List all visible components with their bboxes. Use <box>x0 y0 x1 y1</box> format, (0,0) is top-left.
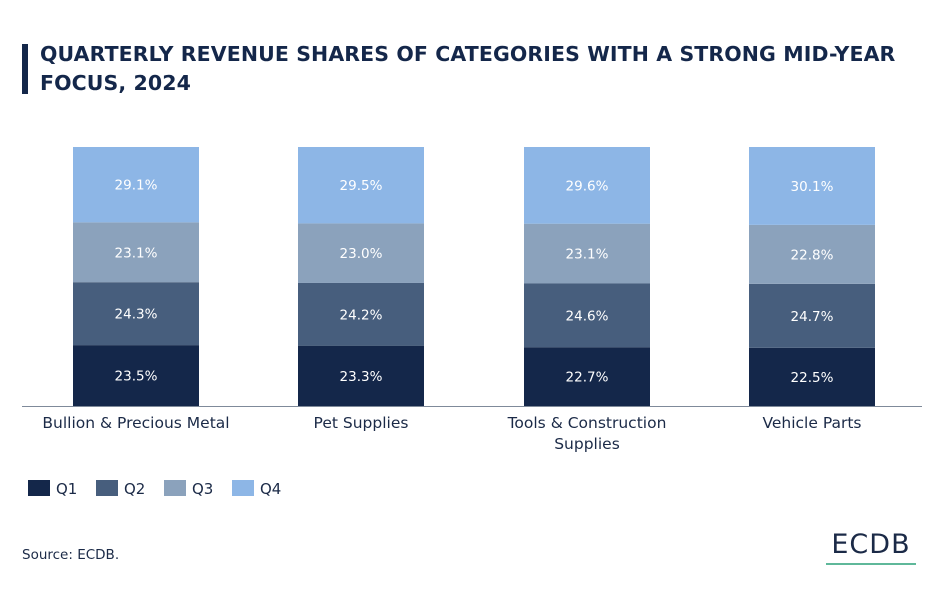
category-label-3: Tools & Construction Supplies <box>507 414 667 453</box>
category-label-2: Pet Supplies <box>314 414 409 432</box>
bar-segment-q2-2 <box>298 282 424 346</box>
data-label-q3-3: 23.1% <box>566 247 609 263</box>
chart-title: QUARTERLY REVENUE SHARES OF CATEGORIES W… <box>40 42 896 95</box>
data-label-q1-2: 23.3% <box>340 369 383 385</box>
legend-swatch-q1 <box>28 480 50 496</box>
data-label-q4-4: 30.1% <box>791 179 834 195</box>
title-accent-bar <box>22 44 28 94</box>
bar-segment-q1-1 <box>73 345 199 406</box>
bar-segment-q4-1 <box>73 147 199 223</box>
bar-segment-q4-3 <box>524 147 650 224</box>
data-label-q1-3: 22.7% <box>566 370 609 386</box>
ecdb-logo: ECDB <box>826 530 916 566</box>
bar-segment-q2-3 <box>524 283 650 348</box>
data-label-q1-4: 22.5% <box>791 370 834 386</box>
source-note: Source: ECDB. <box>22 547 120 563</box>
data-label-q3-1: 23.1% <box>115 245 158 261</box>
category-label-4: Vehicle Parts <box>762 414 861 432</box>
data-label-q3-4: 22.8% <box>791 247 834 263</box>
data-label-q2-1: 24.3% <box>115 307 158 323</box>
legend-label-q3: Q3 <box>192 480 213 498</box>
legend-label-q2: Q2 <box>124 480 145 498</box>
bar-segment-q4-4 <box>749 147 875 225</box>
logo-underline <box>826 563 916 565</box>
bar-segment-q3-3 <box>524 223 650 284</box>
data-label-q4-2: 29.5% <box>340 178 383 194</box>
data-label-q3-2: 23.0% <box>340 246 383 262</box>
data-label-q2-3: 24.6% <box>566 308 609 324</box>
legend-label-q1: Q1 <box>56 480 77 498</box>
data-label-q4-3: 29.6% <box>566 178 609 194</box>
legend-swatch-q3 <box>164 480 186 496</box>
data-label-q2-2: 24.2% <box>340 307 383 323</box>
bar-segment-q4-2 <box>298 147 424 224</box>
bar-segment-q2-4 <box>749 283 875 348</box>
data-label-q1-1: 23.5% <box>115 369 158 385</box>
bar-segment-q2-1 <box>73 282 199 346</box>
logo-text: ECDB <box>831 529 911 560</box>
bar-segment-q1-3 <box>524 347 650 406</box>
data-label-q4-1: 29.1% <box>115 178 158 194</box>
category-label-1: Bullion & Precious Metal <box>42 414 229 432</box>
bar-segment-q1-2 <box>298 345 424 406</box>
bar-segment-q3-4 <box>749 224 875 284</box>
bar-segment-q1-4 <box>749 347 875 406</box>
legend-swatch-q2 <box>96 480 118 496</box>
data-label-q2-4: 24.7% <box>791 309 834 325</box>
legend-swatch-q4 <box>232 480 254 496</box>
bar-segment-q3-2 <box>298 223 424 283</box>
bar-segment-q3-1 <box>73 222 199 283</box>
legend-label-q4: Q4 <box>260 480 281 498</box>
